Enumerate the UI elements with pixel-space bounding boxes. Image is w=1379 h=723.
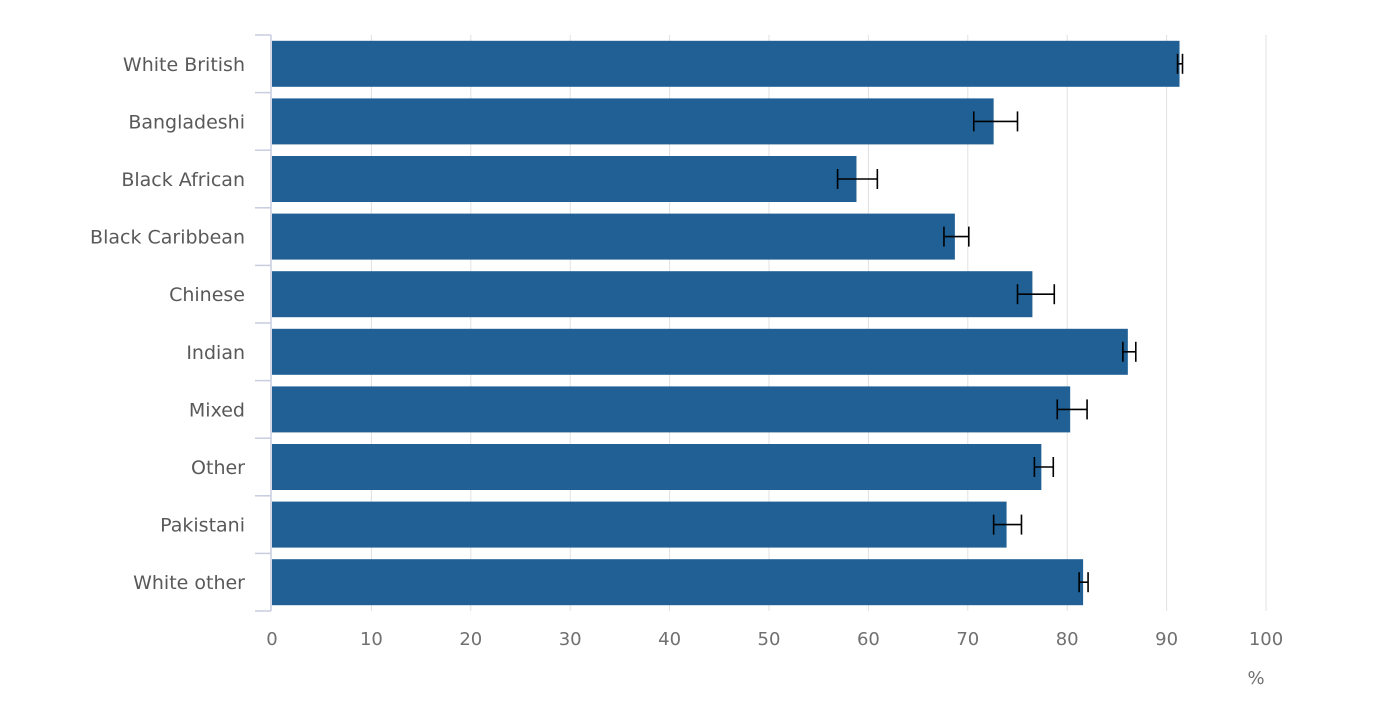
x-unit-label: % — [1247, 668, 1264, 689]
category-label-mixed: Mixed — [189, 399, 245, 421]
error-bar-black-caribbean — [943, 226, 970, 247]
x-tick-label-50: 50 — [758, 629, 781, 650]
category-label-bangladeshi: Bangladeshi — [128, 111, 245, 133]
x-tick-label-90: 90 — [1155, 629, 1178, 650]
error-bar-white-british — [1176, 53, 1184, 74]
category-label-white-british: White British — [123, 54, 245, 76]
bar-bangladeshi — [272, 98, 994, 145]
bar-black-caribbean — [272, 213, 955, 260]
x-tick-label-30: 30 — [559, 629, 582, 650]
x-tick-label-20: 20 — [459, 629, 482, 650]
category-label-chinese: Chinese — [169, 284, 245, 306]
error-bar-bangladeshi — [972, 111, 1019, 132]
error-bar-other — [1033, 457, 1055, 477]
bar-pakistani — [272, 501, 1007, 548]
error-bar-mixed — [1056, 399, 1088, 420]
bar-black-african — [272, 156, 857, 202]
bar-other — [272, 444, 1042, 490]
x-tick-label-0: 0 — [266, 629, 277, 650]
bars — [272, 40, 1180, 606]
x-tick-label-80: 80 — [1056, 629, 1079, 650]
x-tick-label-60: 60 — [857, 629, 880, 650]
x-tick-labels: 0 10 20 30 40 50 60 70 80 90 100 — [266, 629, 1283, 650]
category-label-black-caribbean: Black Caribbean — [90, 227, 245, 249]
error-bars — [836, 53, 1184, 593]
category-label-indian: Indian — [186, 342, 245, 364]
bar-chinese — [272, 271, 1033, 318]
error-bar-black-african — [836, 169, 879, 189]
category-label-black-african: Black African — [121, 169, 245, 191]
bar-indian — [272, 328, 1128, 375]
x-tick-label-70: 70 — [956, 629, 979, 650]
category-label-pakistani: Pakistani — [160, 515, 245, 537]
y-axis — [255, 34, 272, 612]
x-tick-label-40: 40 — [658, 629, 681, 650]
error-bar-white-other — [1078, 572, 1089, 593]
x-tick-label-10: 10 — [360, 629, 383, 650]
x-tick-label-100: 100 — [1249, 629, 1283, 650]
error-bar-chinese — [1016, 284, 1056, 305]
error-bar-pakistani — [992, 514, 1023, 535]
error-bar-indian — [1122, 341, 1137, 362]
bar-white-british — [272, 40, 1180, 87]
bar-mixed — [272, 386, 1071, 433]
bar-white-other — [272, 559, 1084, 606]
category-label-other: Other — [191, 457, 245, 479]
category-labels: White British Bangladeshi Black African Bla… — [90, 54, 245, 594]
category-label-white-other: White other — [133, 572, 245, 594]
